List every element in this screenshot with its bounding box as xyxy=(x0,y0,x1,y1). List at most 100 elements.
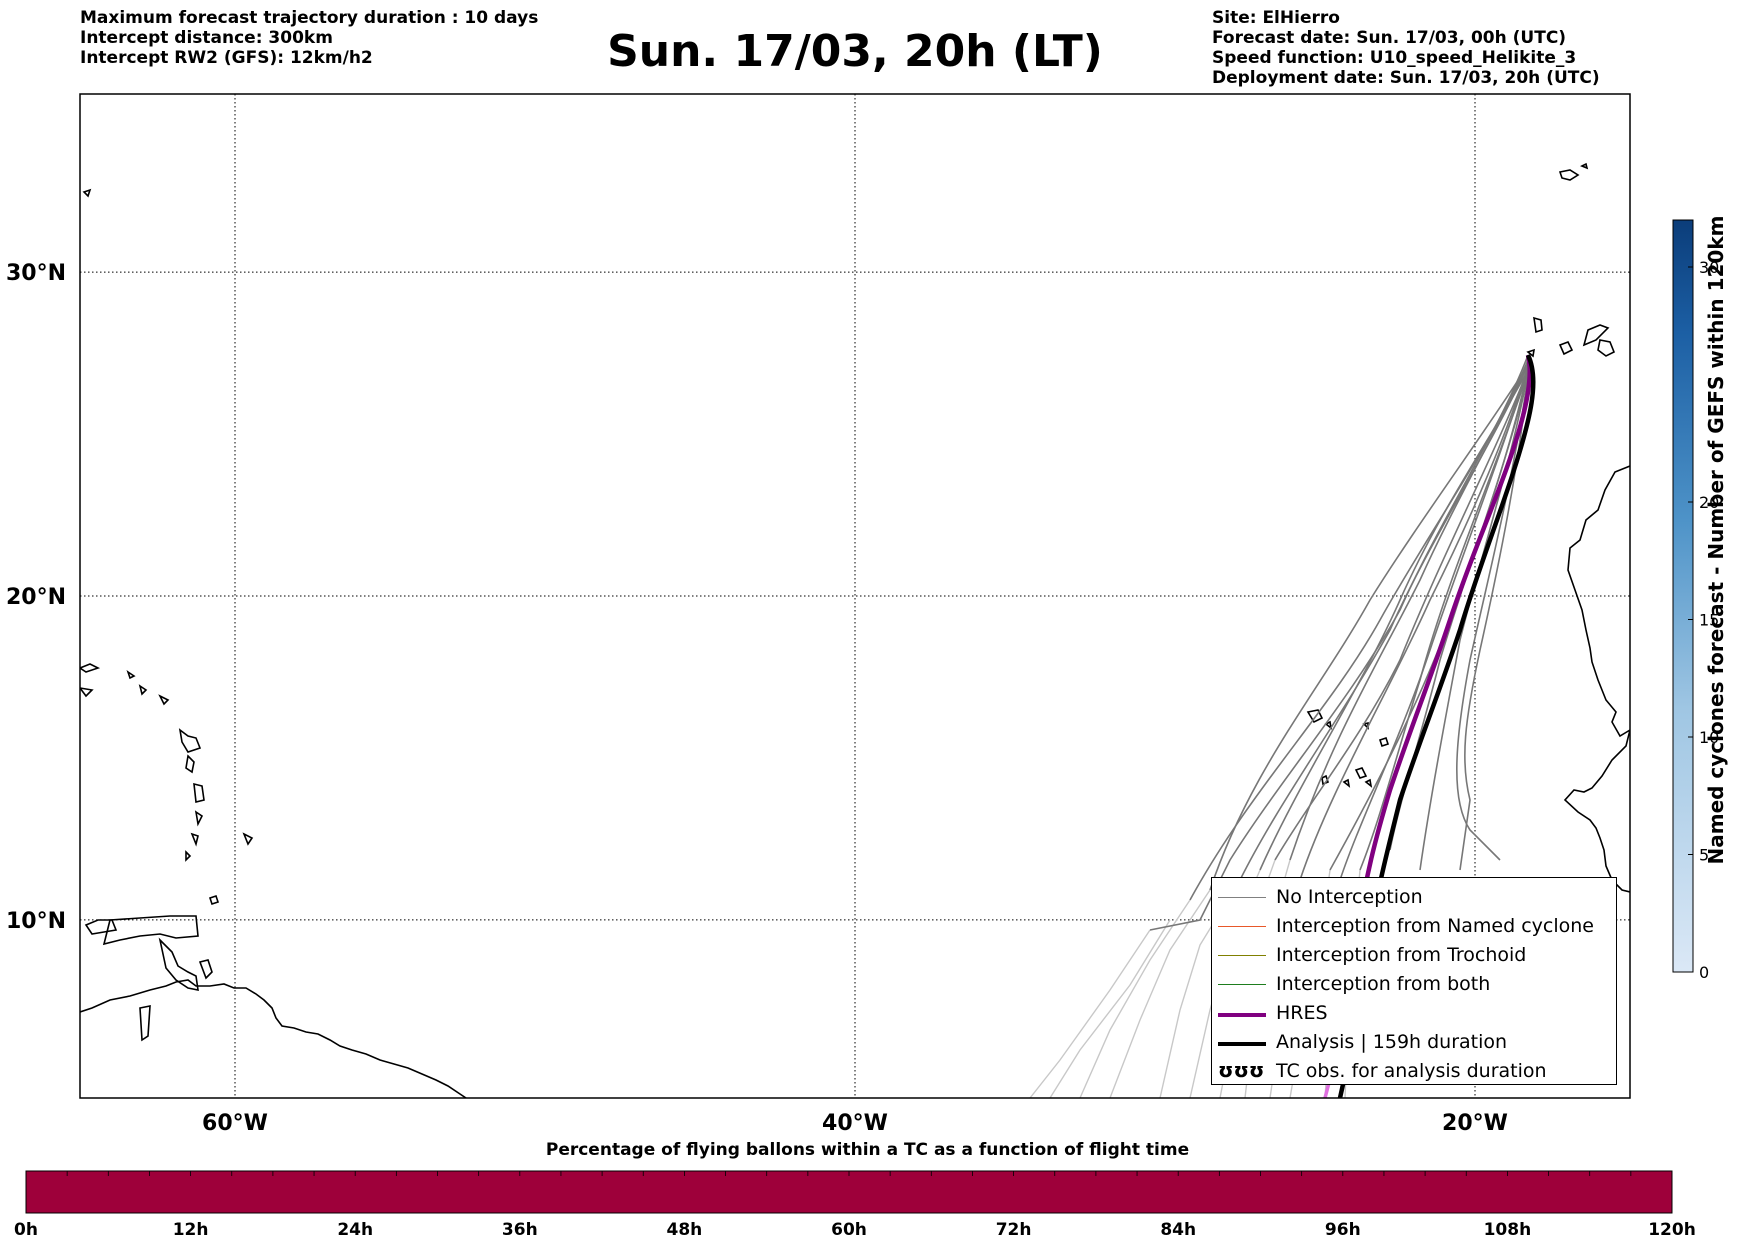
legend-key xyxy=(1218,945,1266,965)
legend-row: Analysis | 159h duration xyxy=(1212,1027,1616,1056)
cape-verde-island xyxy=(1306,709,1324,724)
tc-symbol-icon: ʊʊʊ xyxy=(1218,1057,1266,1082)
lon-tick-label: 60°W xyxy=(202,1111,268,1136)
legend-key xyxy=(1218,974,1266,994)
caribbean-island xyxy=(198,959,213,980)
canary-island xyxy=(1597,339,1616,357)
africa-coast xyxy=(1563,465,1630,893)
lat-axis-labels: 30°N 20°N 10°N xyxy=(6,261,66,934)
lesser-antilles xyxy=(190,832,199,847)
caribbean-island xyxy=(139,1005,151,1042)
map-legend: No Interception Interception from Named … xyxy=(1211,877,1617,1085)
legend-row: Interception from both xyxy=(1212,969,1616,998)
lesser-antilles xyxy=(82,188,92,198)
legend-row: Interception from Named cyclone xyxy=(1212,911,1616,940)
bottom-bar-tick-label: 108h xyxy=(1484,1220,1532,1240)
colorbar-gradient xyxy=(1672,219,1694,973)
lesser-antilles xyxy=(126,670,136,680)
bottom-bar-tick-label: 120h xyxy=(1648,1220,1696,1240)
canary-island xyxy=(1533,316,1543,334)
bottom-percentage-bar xyxy=(25,1170,1673,1214)
legend-row: Interception from Trochoid xyxy=(1212,940,1616,969)
lesser-antilles xyxy=(242,832,254,846)
header-left-info: Maximum forecast trajectory duration : 1… xyxy=(80,8,538,68)
lesser-antilles xyxy=(178,728,202,753)
legend-label: Interception from Trochoid xyxy=(1276,943,1527,966)
legend-row: No Interception xyxy=(1212,882,1616,911)
cape-verde-island xyxy=(1354,767,1368,779)
lesser-antilles xyxy=(194,810,204,827)
africa-coast-north xyxy=(1629,465,1630,466)
legend-symbol: ʊʊʊ xyxy=(1218,1057,1265,1082)
colorbar-tick-label: 30 xyxy=(1699,258,1719,277)
cape-verde-island xyxy=(1378,736,1390,748)
bottom-bar-tick-label: 60h xyxy=(831,1220,867,1240)
coastlines xyxy=(80,162,1630,1098)
forecast-date-text: Forecast date: Sun. 17/03, 00h (UTC) xyxy=(1212,28,1567,48)
legend-row: HRES xyxy=(1212,998,1616,1027)
madeira-island xyxy=(1580,162,1589,170)
bottom-bar-ticks: 0h 12h 24h 36h 48h 60h 72h 84h 96h 108h 120h xyxy=(14,1171,1696,1240)
lon-tick-label: 20°W xyxy=(1442,1111,1508,1136)
page-title: Sun. 17/03, 20h (LT) xyxy=(607,26,1103,77)
colorbar-title: Named cyclones forecast - Number of GEFS… xyxy=(1704,215,1728,865)
colorbar-tick-label: 20 xyxy=(1699,493,1719,512)
cape-verde-island xyxy=(1324,720,1333,730)
canary-island xyxy=(1582,324,1610,347)
lesser-antilles xyxy=(138,684,148,696)
bottom-bar-tick-label: 0h xyxy=(14,1220,38,1240)
bottom-bar-tick-label: 12h xyxy=(173,1220,209,1240)
lon-axis-labels: 60°W 40°W 20°W xyxy=(202,1111,1508,1136)
analysis-trajectory xyxy=(1337,354,1536,1098)
caribbean-island xyxy=(102,915,199,946)
colorbar-tick-label: 10 xyxy=(1699,728,1719,747)
intercept-rw2-text: Intercept RW2 (GFS): 12km/h2 xyxy=(80,48,373,68)
colorbar-ticks: 0 5 10 15 20 30 xyxy=(1688,258,1719,982)
legend-label: TC obs. for analysis duration xyxy=(1276,1059,1547,1082)
bottom-bar-tick-label: 84h xyxy=(1160,1220,1196,1240)
lat-tick-label: 20°N xyxy=(6,585,66,610)
bottom-bar-title: Percentage of flying ballons within a TC… xyxy=(545,1140,1190,1160)
lesser-antilles xyxy=(193,782,205,803)
caribbean-island xyxy=(158,937,199,992)
canary-island xyxy=(1558,340,1574,356)
cape-verde-island xyxy=(1321,774,1329,786)
colorbar-tick-label: 0 xyxy=(1699,963,1709,982)
speed-function-text: Speed function: U10_speed_Helikite_3 xyxy=(1212,48,1577,68)
deployment-date-text: Deployment date: Sun. 17/03, 20h (UTC) xyxy=(1212,68,1600,88)
lesser-antilles xyxy=(158,694,170,706)
legend-label: No Interception xyxy=(1276,885,1423,908)
colorbar-tick-label: 15 xyxy=(1699,611,1719,630)
hres-trajectory xyxy=(1342,354,1532,1001)
legend-row: ʊʊʊ TC obs. for analysis duration xyxy=(1212,1056,1616,1085)
legend-label: HRES xyxy=(1276,1001,1328,1024)
legend-key xyxy=(1218,1003,1266,1023)
ensemble-trajectories xyxy=(1149,354,1529,931)
caribbean-island xyxy=(84,919,118,935)
lat-tick-label: 30°N xyxy=(6,261,66,286)
legend-label: Analysis | 159h duration xyxy=(1276,1030,1508,1053)
canary-island xyxy=(1526,348,1536,358)
south-america-coast xyxy=(80,979,467,1098)
legend-key xyxy=(1218,887,1266,907)
bottom-bar-tick-label: 72h xyxy=(996,1220,1032,1240)
lesser-antilles xyxy=(80,687,94,698)
madeira-island xyxy=(1558,169,1580,181)
lat-tick-label: 10°N xyxy=(6,909,66,934)
lesser-antilles xyxy=(208,894,220,906)
bottom-bar-tick-label: 36h xyxy=(502,1220,538,1240)
bottom-bar-tick-label: 96h xyxy=(1325,1220,1361,1240)
intercept-distance-text: Intercept distance: 300km xyxy=(80,28,333,48)
colorbar-tick-label: 5 xyxy=(1699,846,1709,865)
lon-tick-label: 40°W xyxy=(822,1111,888,1136)
max-duration-text: Maximum forecast trajectory duration : 1… xyxy=(80,8,539,28)
legend-key xyxy=(1218,1032,1266,1052)
cape-verde-island xyxy=(1342,778,1351,788)
site-text: Site: ElHierro xyxy=(1212,8,1340,28)
bottom-bar-tick-label: 48h xyxy=(667,1220,703,1240)
lesser-antilles xyxy=(185,850,192,862)
legend-key xyxy=(1218,916,1266,936)
bottom-bar-tick-label: 24h xyxy=(337,1220,373,1240)
cape-verde-island xyxy=(1364,778,1373,788)
